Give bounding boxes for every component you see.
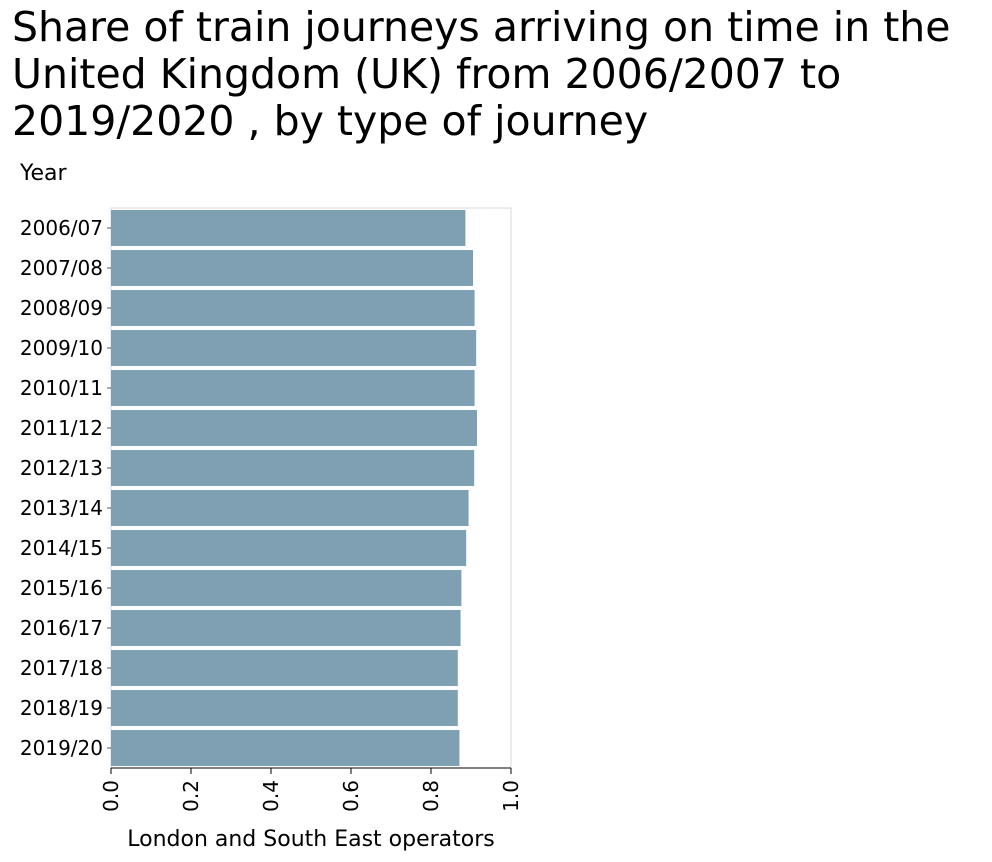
bar-2009-10 <box>111 330 477 366</box>
y-tick-label: 2007/08 <box>20 256 103 280</box>
x-tick-label: 0.4 <box>259 780 283 812</box>
x-tick-label: 0.8 <box>419 780 443 812</box>
y-tick-label: 2019/20 <box>20 736 103 760</box>
bar-2007-08 <box>111 250 473 286</box>
x-tick-label: 0.2 <box>179 780 203 812</box>
x-tick-labels: 0.0 0.2 0.4 0.6 0.8 1.0 <box>99 768 523 812</box>
y-axis-title: Year <box>19 161 68 186</box>
y-tick-label: 2006/07 <box>20 216 103 240</box>
bar-2016-17 <box>111 610 461 646</box>
x-tick-label: 0.6 <box>339 780 363 812</box>
y-tick-label: 2018/19 <box>20 696 103 720</box>
bar-2015-16 <box>111 570 462 606</box>
x-axis-title: London and South East operators <box>127 827 495 852</box>
y-tick-label: 2010/11 <box>20 376 103 400</box>
bar-2006-07 <box>111 210 466 246</box>
chart-title: Share of train journeys arriving on time… <box>12 3 951 145</box>
x-tick-label: 1.0 <box>499 780 523 812</box>
y-tick-label: 2012/13 <box>20 456 103 480</box>
bar-2013-14 <box>111 490 469 526</box>
bar-2011-12 <box>111 410 477 446</box>
x-tick-label: 0.0 <box>99 780 123 812</box>
y-tick-label: 2014/15 <box>20 536 103 560</box>
y-tick-label: 2013/14 <box>20 496 103 520</box>
bar-2008-09 <box>111 290 475 326</box>
bar-2019-20 <box>111 730 460 766</box>
bar-2017-18 <box>111 650 458 686</box>
y-tick-label: 2009/10 <box>20 336 103 360</box>
bar-2014-15 <box>111 530 467 566</box>
y-tick-label: 2008/09 <box>20 296 103 320</box>
y-tick-label: 2011/12 <box>20 416 103 440</box>
y-tick-label: 2015/16 <box>20 576 103 600</box>
y-tick-labels: 2006/07 2007/08 2008/09 2009/10 2010/11 2011/… <box>20 216 111 760</box>
bars-group <box>111 210 477 766</box>
bar-2012-13 <box>111 450 475 486</box>
y-tick-label: 2017/18 <box>20 656 103 680</box>
bar-2010-11 <box>111 370 475 406</box>
y-tick-label: 2016/17 <box>20 616 103 640</box>
bar-2018-19 <box>111 690 458 726</box>
